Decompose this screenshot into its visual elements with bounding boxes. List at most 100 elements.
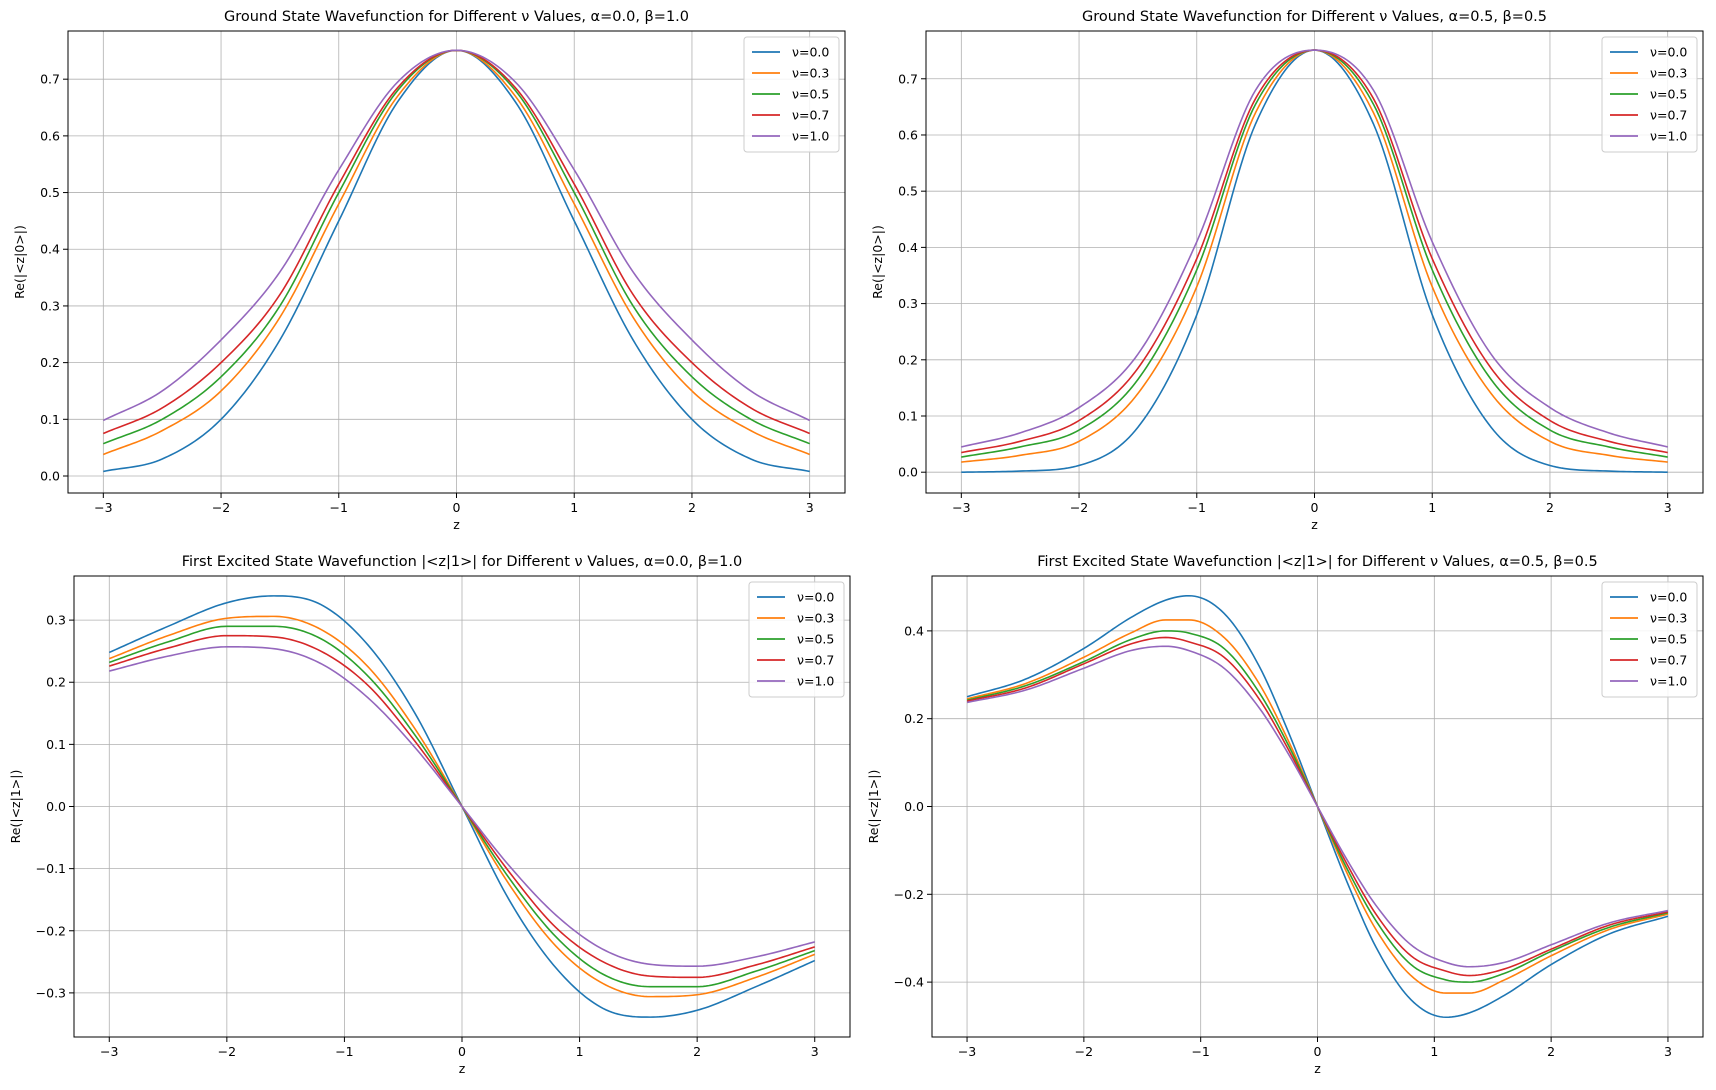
x-tick-label: −1 — [1191, 1044, 1209, 1059]
x-tick-label: 2 — [688, 500, 696, 515]
legend-label: ν=0.5 — [797, 632, 834, 647]
x-axis-label: z — [1311, 517, 1318, 532]
y-tick-label: 0.5 — [40, 185, 60, 200]
x-tick-label: 1 — [576, 1044, 584, 1059]
x-tick-label: −2 — [212, 500, 230, 515]
x-tick-label: −1 — [1188, 500, 1206, 515]
y-axis-label: Re(|<z|1>|) — [866, 770, 881, 844]
chart-3: −3 −2 −1 0 1 2 3 −0.3 −0.2 −0.1 0.0 0.1 0.2 0.3 First … — [8, 554, 851, 1076]
y-tick-label: 0.2 — [40, 355, 60, 370]
x-tick-label: 0 — [453, 500, 461, 515]
y-tick-label: 0.6 — [40, 128, 60, 143]
y-tick-label: −0.2 — [36, 923, 66, 938]
y-tick-label: 0.2 — [46, 675, 66, 690]
legend-label: ν=0.7 — [1650, 653, 1687, 668]
legend: ν=0.0 ν=0.3 ν=0.5 ν=0.7 ν=1.0 — [743, 36, 840, 153]
y-tick-label: −0.4 — [894, 975, 924, 990]
y-tick-label: 0.3 — [898, 296, 918, 311]
y-tick-label: 0.1 — [898, 409, 918, 424]
x-tick-label: 3 — [1664, 500, 1672, 515]
legend-box — [1601, 36, 1698, 153]
legend-label: ν=0.0 — [1650, 590, 1687, 605]
chart-title: Ground State Wavefunction for Different … — [1082, 9, 1547, 25]
y-axis-label: Re(|<z|0>|) — [870, 225, 885, 299]
x-tick-label: 3 — [1664, 1044, 1672, 1059]
x-tick-label: 2 — [693, 1044, 701, 1059]
legend-label: ν=0.7 — [792, 108, 829, 123]
x-tick-label: −2 — [1070, 500, 1088, 515]
y-tick-label: 0.2 — [904, 711, 924, 726]
chart-2: −3 −2 −1 0 1 2 3 0.0 0.1 0.2 0.3 0.4 0.5 0.6 0.7 Ground… — [870, 9, 1704, 532]
legend-label: ν=1.0 — [1650, 129, 1687, 144]
legend: ν=0.0 ν=0.3 ν=0.5 ν=0.7 ν=1.0 — [1601, 36, 1698, 153]
x-tick-label: −3 — [100, 1044, 118, 1059]
y-tick-label: 0.1 — [46, 737, 66, 752]
legend-label: ν=0.5 — [1650, 87, 1687, 102]
y-tick-label: 0.0 — [898, 465, 918, 480]
chart-1: −3 −2 −1 0 1 2 3 0.0 0.1 0.2 0.3 0.4 0.5 0.6 0.7 Ground… — [12, 9, 846, 532]
legend-box — [1601, 581, 1698, 698]
y-tick-label: −0.1 — [36, 861, 66, 876]
legend-label: ν=0.3 — [1650, 611, 1687, 626]
x-tick-label: −3 — [952, 500, 970, 515]
x-tick-label: −1 — [335, 1044, 353, 1059]
y-tick-label: 0.6 — [898, 127, 918, 142]
x-tick-label: 1 — [1428, 500, 1436, 515]
x-tick-label: 1 — [570, 500, 578, 515]
x-axis-label: z — [453, 517, 460, 532]
y-tick-label: 0.0 — [904, 799, 924, 814]
legend-label: ν=0.3 — [797, 611, 834, 626]
x-tick-label: 0 — [1311, 500, 1319, 515]
legend-box — [743, 36, 840, 153]
x-tick-label: 2 — [1546, 500, 1554, 515]
legend-label: ν=0.0 — [797, 590, 834, 605]
y-tick-label: 0.2 — [898, 352, 918, 367]
x-tick-label: 1 — [1430, 1044, 1438, 1059]
y-tick-label: 0.7 — [40, 72, 60, 87]
legend: ν=0.0 ν=0.3 ν=0.5 ν=0.7 ν=1.0 — [748, 581, 845, 698]
chart-title: Ground State Wavefunction for Different … — [224, 9, 689, 25]
y-tick-label: 0.3 — [46, 613, 66, 628]
x-tick-label: −1 — [330, 500, 348, 515]
y-tick-label: 0.4 — [904, 623, 924, 638]
x-tick-label: −2 — [1075, 1044, 1093, 1059]
legend-label: ν=0.5 — [792, 87, 829, 102]
legend-label: ν=0.0 — [1650, 45, 1687, 60]
y-tick-label: 0.4 — [898, 240, 918, 255]
x-tick-label: −3 — [94, 500, 112, 515]
y-axis-label: Re(|<z|1>|) — [8, 770, 23, 844]
legend-label: ν=0.3 — [792, 66, 829, 81]
x-tick-label: 0 — [458, 1044, 466, 1059]
y-tick-label: 0.1 — [40, 412, 60, 427]
series-line-ν=1.0 — [966, 645, 1669, 968]
y-tick-label: 0.5 — [898, 184, 918, 199]
x-tick-label: 3 — [806, 500, 814, 515]
legend: ν=0.0 ν=0.3 ν=0.5 ν=0.7 ν=1.0 — [1601, 581, 1698, 698]
x-tick-label: 2 — [1547, 1044, 1555, 1059]
series-line-ν=1.0 — [109, 646, 815, 967]
series-line-ν=1.0 — [102, 49, 811, 422]
x-tick-label: −2 — [218, 1044, 236, 1059]
legend-label: ν=0.3 — [1650, 66, 1687, 81]
x-tick-label: 3 — [811, 1044, 819, 1059]
series-line-ν=1.0 — [961, 49, 1668, 448]
x-tick-label: −3 — [958, 1044, 976, 1059]
legend-label: ν=1.0 — [797, 674, 834, 689]
x-axis-label: z — [1314, 1061, 1321, 1076]
y-axis-label: Re(|<z|0>|) — [12, 225, 27, 299]
x-tick-label: 0 — [1314, 1044, 1322, 1059]
chart-4: −3 −2 −1 0 1 2 3 −0.4 −0.2 0.0 0.2 0.4 First Excited… — [866, 554, 1704, 1076]
y-tick-label: 0.3 — [40, 298, 60, 313]
legend-label: ν=0.7 — [797, 653, 834, 668]
chart-title: First Excited State Wavefunction |<z|1>|… — [182, 554, 743, 570]
y-tick-label: 0.0 — [40, 468, 60, 483]
chart-title: First Excited State Wavefunction |<z|1>|… — [1037, 554, 1598, 570]
y-tick-label: 0.0 — [46, 799, 66, 814]
y-tick-label: 0.4 — [40, 242, 60, 257]
y-tick-label: 0.7 — [898, 71, 918, 86]
legend-box — [748, 581, 845, 698]
legend-label: ν=0.0 — [792, 45, 829, 60]
y-tick-label: −0.2 — [894, 887, 924, 902]
x-axis-label: z — [459, 1061, 466, 1076]
